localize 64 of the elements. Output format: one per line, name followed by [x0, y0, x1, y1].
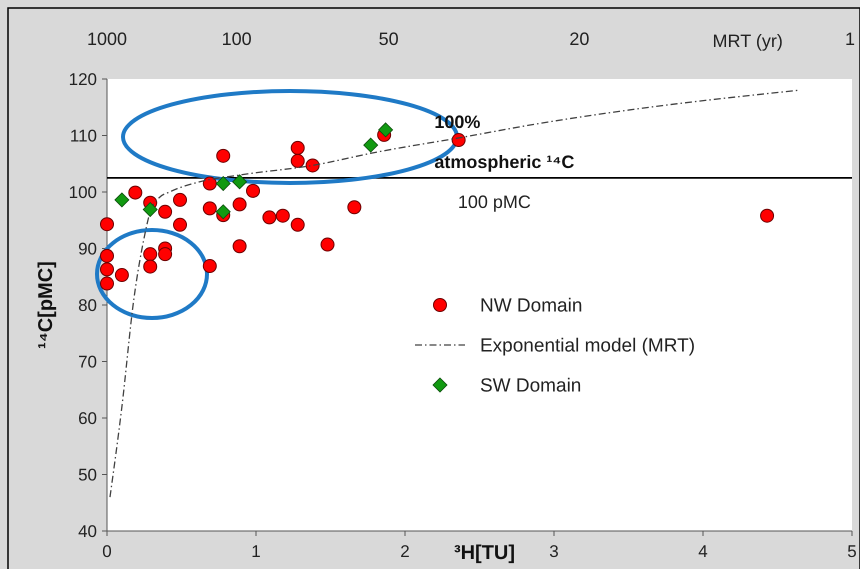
- text: 50: [378, 29, 399, 49]
- point: [100, 248, 114, 263]
- point: [202, 259, 217, 274]
- point: [276, 208, 290, 223]
- point: [760, 208, 774, 223]
- y-axis-title: ¹⁴C[pMC]: [35, 261, 57, 349]
- x-tick-label: 0: [102, 542, 112, 561]
- point: [246, 184, 260, 198]
- point: [100, 262, 114, 276]
- x-tick-label: 4: [698, 542, 708, 561]
- point: [173, 192, 188, 207]
- point: [320, 238, 335, 252]
- text: 1000: [86, 29, 128, 49]
- point: [290, 218, 305, 232]
- y-tick-label: 60: [78, 408, 97, 428]
- point: [232, 197, 247, 212]
- point: [142, 202, 158, 217]
- point: [347, 200, 362, 214]
- text: 100: [222, 29, 252, 49]
- ref-line-label: 100 pMC: [458, 192, 531, 212]
- y-tick-label: 110: [70, 126, 97, 146]
- x-tick-label: 3: [549, 542, 559, 561]
- point: [216, 204, 231, 220]
- point: [290, 140, 305, 155]
- x-tick-label: 5: [847, 542, 857, 561]
- point: [158, 204, 172, 219]
- legend-label: SW Domain: [480, 376, 582, 397]
- point: [114, 192, 130, 208]
- line-series: [109, 90, 800, 498]
- point: [143, 260, 158, 274]
- legend-label: NW Domain: [480, 296, 582, 317]
- point: [202, 176, 217, 191]
- point: [262, 210, 276, 224]
- y-tick-label: 70: [78, 352, 97, 372]
- legend-label: Exponential model (MRT): [480, 336, 696, 357]
- x2-axis-title: MRT (yr): [712, 31, 783, 51]
- point: [202, 201, 217, 216]
- text: 1: [844, 29, 855, 49]
- point: [100, 276, 114, 291]
- point: [306, 158, 320, 172]
- y-tick-label: 40: [78, 522, 97, 541]
- y-tick-label: 120: [68, 70, 97, 89]
- point: [158, 247, 172, 262]
- y-tick-label: 50: [78, 465, 97, 484]
- point: [452, 133, 466, 148]
- point: [100, 217, 114, 232]
- point: [143, 247, 158, 262]
- point: [114, 268, 129, 282]
- y-tick-label: 90: [78, 239, 97, 258]
- y-tick-label: 80: [78, 296, 97, 315]
- point: [363, 138, 378, 153]
- point: [128, 186, 142, 200]
- point: [290, 154, 305, 168]
- x-tick-label: 1: [251, 542, 261, 561]
- x-axis-title: ³H[TU]: [454, 542, 516, 564]
- point: [173, 218, 188, 232]
- point: [232, 174, 248, 190]
- x-tick-label: 2: [400, 542, 410, 561]
- y-tick-label: 100: [68, 182, 97, 202]
- text: 20: [569, 29, 590, 49]
- point: [216, 176, 231, 191]
- point: [378, 122, 394, 138]
- point: [216, 148, 230, 163]
- point: [232, 239, 247, 254]
